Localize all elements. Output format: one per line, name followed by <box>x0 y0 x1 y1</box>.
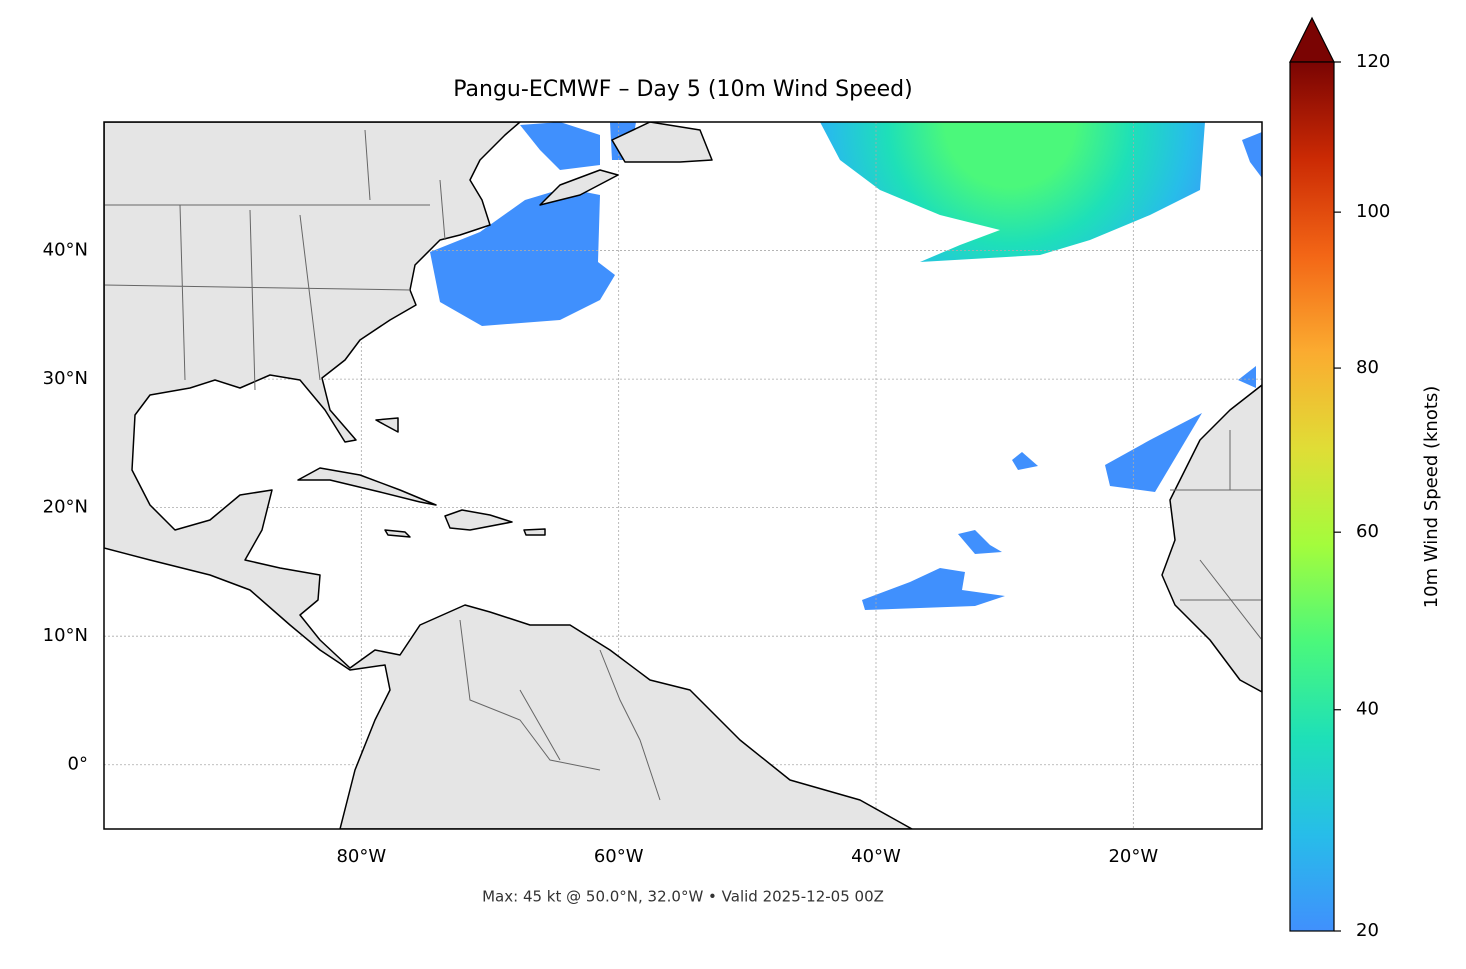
y-tick-label: 0° <box>68 754 88 775</box>
wind-field <box>225 122 1262 610</box>
y-tick-label: 40°N <box>43 240 88 261</box>
colorbar: 10m Wind Speed (knots) 20 40 60 80 100 120 <box>1289 16 1442 941</box>
wind-region <box>958 530 1002 554</box>
colorbar-tick-label: 100 <box>1356 201 1390 222</box>
footnote: Max: 45 kt @ 50.0°N, 32.0°W • Valid 2025… <box>482 888 884 906</box>
land <box>104 122 1262 829</box>
wind-region <box>862 568 1005 610</box>
axis-ticks: 80°W 60°W 40°W 20°W 0° 10°N 20°N 30°N 40°N <box>43 240 1159 867</box>
jamaica <box>384 529 411 538</box>
americas <box>104 122 913 829</box>
africa <box>1161 384 1262 693</box>
map-frame <box>103 121 1263 830</box>
wind-region <box>520 122 600 170</box>
wind-region <box>1242 132 1262 178</box>
y-tick-label: 10°N <box>43 625 88 646</box>
colorbar-label: 10m Wind Speed (knots) <box>1421 386 1442 609</box>
x-tick-label: 60°W <box>594 846 644 867</box>
x-tick-label: 40°W <box>851 846 901 867</box>
y-tick-label: 30°N <box>43 368 88 389</box>
x-tick-label: 20°W <box>1108 846 1158 867</box>
cuba <box>297 467 437 506</box>
map-area <box>104 122 1262 829</box>
y-tick-label: 20°N <box>43 497 88 518</box>
wind-region <box>820 122 1205 262</box>
colorbar-extend <box>1289 16 1335 63</box>
colorbar-tick-label: 60 <box>1356 521 1379 542</box>
nova-scotia <box>539 169 619 206</box>
newfoundland <box>611 122 713 163</box>
colorbar-body <box>1289 61 1335 932</box>
wind-region <box>430 188 615 326</box>
colorbar-tick-label: 40 <box>1356 699 1379 720</box>
colorbar-tick-label: 80 <box>1356 357 1379 378</box>
wind-region <box>1105 413 1202 492</box>
wind-region <box>1012 452 1038 470</box>
wind-region <box>1238 366 1256 388</box>
colorbar-tick-label: 20 <box>1356 920 1379 941</box>
puerto-rico <box>523 528 546 536</box>
chart-title: Pangu-ECMWF – Day 5 (10m Wind Speed) <box>453 77 912 102</box>
colorbar-tick-label: 120 <box>1356 51 1390 72</box>
hispaniola <box>444 509 513 531</box>
x-tick-label: 80°W <box>336 846 386 867</box>
bahamas <box>375 417 399 433</box>
borders <box>104 129 1262 801</box>
